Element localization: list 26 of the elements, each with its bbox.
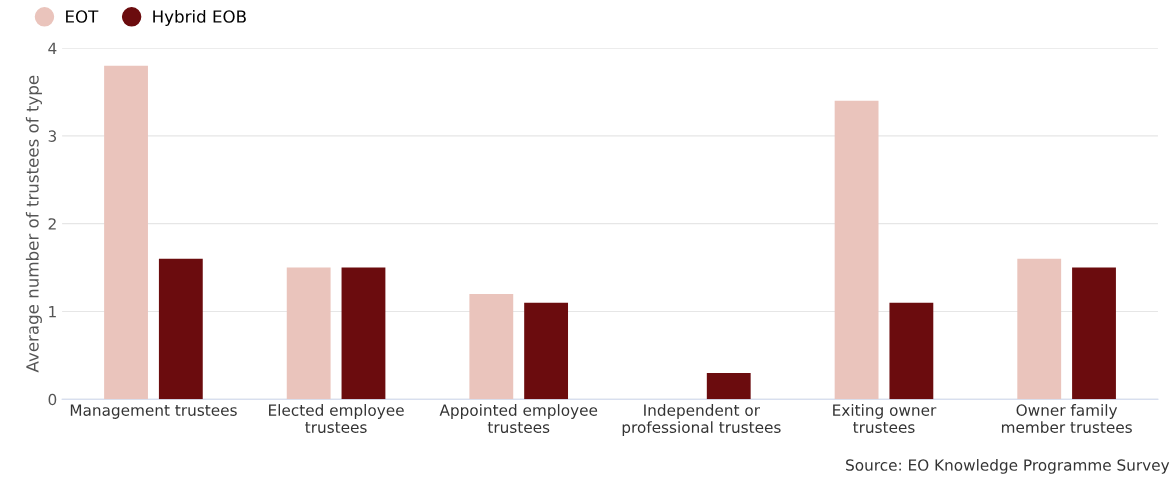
y-tick-label: 1 [49,306,56,318]
bar [341,267,386,400]
y-tick-label: 3 [48,130,57,142]
x-tick-label: Management trustees [70,404,237,419]
bar [889,302,934,400]
source-note: Source: EO Knowledge Programme Survey [846,459,1170,474]
bar [104,65,148,400]
y-tick-label: 0 [48,393,57,406]
bar [286,267,331,400]
bar [158,258,203,400]
bar [1072,267,1116,400]
x-tick-label: Elected employee trustees [269,404,404,434]
bar [469,293,514,400]
legend-label: EOT [66,10,99,23]
x-tick-label: Independent or professional trustees [622,404,781,436]
x-tick-label: Appointed employee trustees [439,404,598,434]
bar [706,372,751,400]
legend-label: Hybrid EOB [153,9,246,27]
bar [834,100,879,400]
y-tick-label: 4 [48,42,57,54]
x-tick-label: Exiting owner trustees [833,404,937,434]
x-tick-label: Owner family member trustees [1001,404,1132,434]
y-tick-label: 2 [48,218,56,230]
bar [1017,258,1062,400]
y-axis-title: Average number of trustees of type [25,75,42,373]
bar [524,302,569,400]
